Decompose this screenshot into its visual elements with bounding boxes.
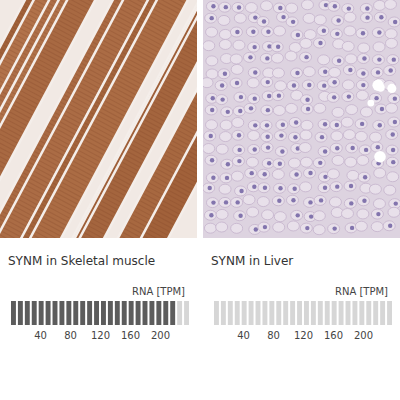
svg-text:200: 200 <box>151 330 170 341</box>
svg-text:40: 40 <box>237 330 250 341</box>
svg-text:80: 80 <box>64 330 77 341</box>
svg-text:40: 40 <box>34 330 47 341</box>
svg-text:160: 160 <box>121 330 140 341</box>
svg-text:80: 80 <box>267 330 280 341</box>
svg-text:120: 120 <box>91 330 110 341</box>
html-text:RNA [TPM]: RNA [TPM] <box>132 286 185 297</box>
svg-text:160: 160 <box>324 330 343 341</box>
html-text:SYNM in Skeletal muscle: SYNM in Skeletal muscle <box>8 254 156 268</box>
html-text:SYNM in Liver: SYNM in Liver <box>211 254 294 268</box>
svg-text:120: 120 <box>294 330 313 341</box>
html-text:RNA [TPM]: RNA [TPM] <box>335 286 388 297</box>
svg-text:200: 200 <box>354 330 373 341</box>
